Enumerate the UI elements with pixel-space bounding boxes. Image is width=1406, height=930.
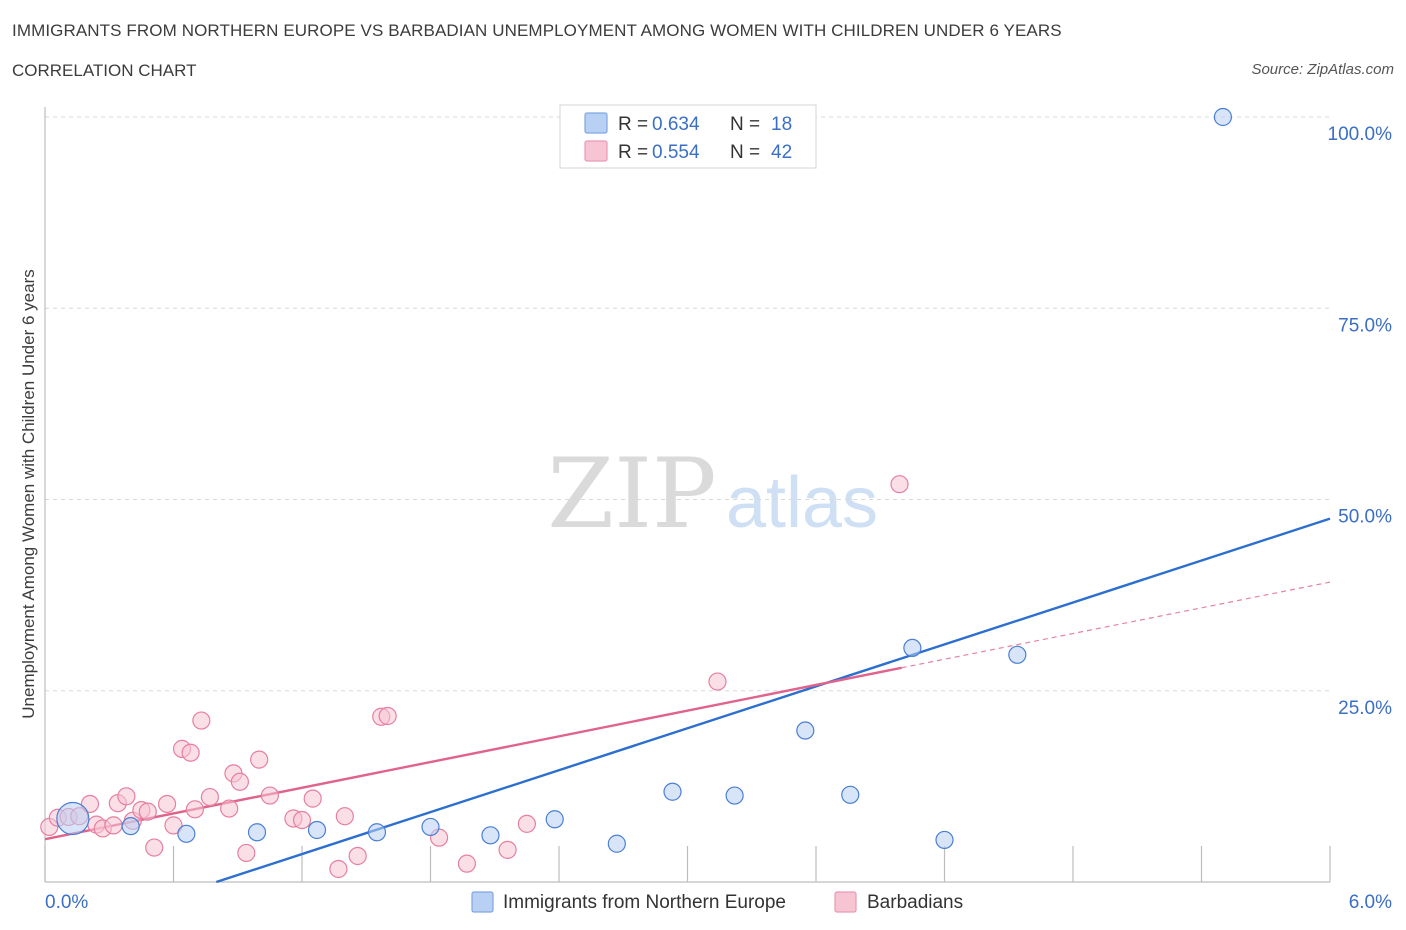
point-barbadians [104,816,123,835]
trendlines [44,517,1331,884]
point-barbadians [230,772,249,791]
point-barbadians [303,789,322,808]
source-credit: Source: ZipAtlas.com [1251,61,1394,78]
point-barbadians [457,854,477,873]
point-barbadians [138,802,157,821]
stats-n-value: 18 [771,114,792,135]
chart-subtitle: CORRELATION CHART [12,61,197,80]
point-northern-europe [481,826,500,845]
legend-label-barbadians: Barbadians [867,892,963,913]
stats-n-label: N = [730,142,760,163]
stats-swatch-blue [584,112,608,134]
point-northern-europe [796,721,815,740]
point-northern-europe [1008,645,1027,664]
point-barbadians [348,846,367,866]
trendline-solid [44,666,902,841]
trendline-dashed [901,581,1331,669]
point-northern-europe [841,785,860,804]
point-barbadians [335,807,354,826]
legend-swatch-blue [471,891,494,913]
point-barbadians [117,787,136,806]
y-tick-labels: 25.0% 50.0% 75.0% 100.0% [1328,124,1393,719]
chart-title: IMMIGRANTS FROM NORTHERN EUROPE VS BARBA… [12,21,1062,40]
stats-r-value: 0.634 [652,114,700,135]
point-barbadians [145,838,164,857]
data-points [40,107,1233,879]
stats-r-label: R = [618,142,648,163]
y-tick-label: 100.0% [1328,124,1393,145]
stats-r-value: 0.554 [652,142,700,163]
point-barbadians [237,843,256,863]
point-northern-europe [903,638,922,658]
point-barbadians [164,816,183,835]
y-tick-label: 50.0% [1338,507,1392,528]
point-northern-europe [56,801,90,836]
point-barbadians [157,794,177,814]
point-barbadians [181,743,200,762]
point-barbadians [890,475,909,494]
point-barbadians [708,672,727,691]
point-northern-europe [663,782,682,801]
point-northern-europe [545,810,564,829]
y-axis-label: Unemployment Among Women with Children U… [19,269,38,718]
point-northern-europe [935,830,954,850]
x-tick-label: 6.0% [1349,892,1392,913]
point-barbadians [292,810,312,830]
point-barbadians [185,800,205,819]
y-tick-label: 75.0% [1338,315,1392,336]
series-legend: Immigrants from Northern Europe Barbadia… [471,891,963,913]
gridlines [45,116,1330,692]
stats-n-value: 42 [771,142,792,163]
point-northern-europe [367,823,387,842]
point-northern-europe [121,817,140,836]
point-barbadians [517,814,536,833]
x-tick-label: 0.0% [45,892,88,913]
legend-swatch-pink [834,891,857,913]
point-barbadians [250,750,269,769]
point-barbadians [498,840,517,859]
watermark: ZIP atlas [547,438,878,550]
point-barbadians [260,786,279,805]
trendline-solid [215,517,1331,884]
point-barbadians [220,799,239,818]
stats-n-label: N = [730,114,760,135]
point-barbadians [378,706,397,726]
point-northern-europe [1213,107,1233,127]
point-barbadians [329,859,348,879]
point-barbadians [192,711,211,730]
point-northern-europe [177,824,196,843]
y-tick-label: 25.0% [1338,698,1392,719]
stats-r-label: R = [618,114,648,135]
stats-swatch-pink [584,140,608,162]
point-northern-europe [725,786,744,805]
point-northern-europe [607,834,626,853]
watermark-atlas: atlas [726,463,878,543]
legend-label-northern-europe: Immigrants from Northern Europe [503,892,786,913]
axes [44,107,1331,883]
point-barbadians [200,787,220,807]
watermark-zip: ZIP [547,438,716,550]
point-northern-europe [307,820,327,840]
point-northern-europe [421,817,440,837]
x-tick-labels: 0.0% 6.0% [45,892,1392,913]
stats-legend: R = 0.634 N = 18 R = 0.554 N = 42 [559,104,817,169]
point-northern-europe [247,823,267,842]
